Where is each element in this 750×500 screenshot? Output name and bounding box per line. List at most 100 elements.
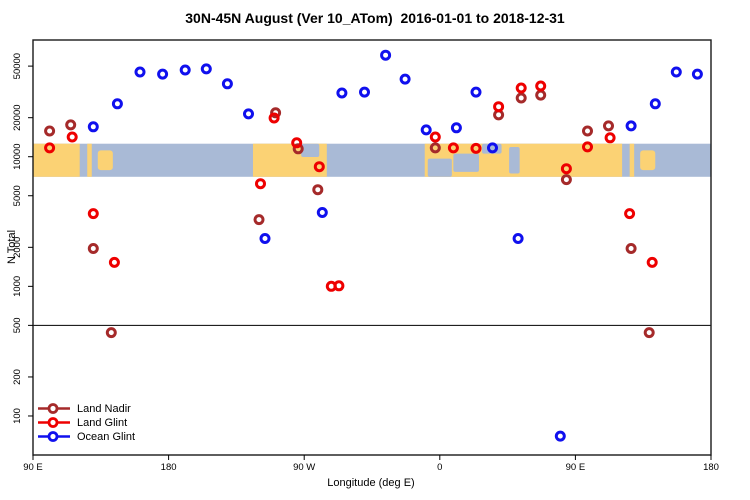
- chart-title: 30N-45N August (Ver 10_ATom) 2016-01-01 …: [185, 10, 565, 26]
- data-point: [624, 208, 636, 220]
- y-tick-label: 10000: [12, 144, 23, 170]
- y-tick-label: 20000: [12, 104, 23, 130]
- legend: Land Nadir Land Glint Ocean Glint: [37, 402, 135, 444]
- data-point: [450, 122, 462, 134]
- legend-label: Land Glint: [77, 416, 128, 429]
- map-land: [87, 143, 92, 177]
- data-point: [554, 430, 566, 442]
- series-land-glint: [44, 80, 658, 292]
- data-point: [292, 143, 304, 155]
- land-nadir-marker-icon: [38, 403, 70, 414]
- data-point: [515, 92, 527, 104]
- data-point: [582, 125, 593, 137]
- data-point: [420, 124, 432, 136]
- series-land-nadir: [44, 89, 655, 339]
- data-point: [157, 68, 169, 80]
- x-tick-label: 90 W: [293, 462, 315, 473]
- data-point: [604, 132, 616, 144]
- data-point: [333, 280, 345, 292]
- data-point: [316, 207, 328, 218]
- data-point: [66, 131, 78, 143]
- data-point: [87, 208, 99, 220]
- data-point: [313, 161, 325, 173]
- x-axis-title: Longitude (deg E): [327, 477, 415, 489]
- data-point: [646, 256, 658, 268]
- data-point: [487, 142, 498, 154]
- data-point: [259, 233, 271, 244]
- data-point: [179, 64, 191, 76]
- data-point: [560, 163, 572, 175]
- data-point: [291, 137, 303, 149]
- data-point: [670, 66, 682, 78]
- data-point: [336, 87, 348, 99]
- data-point: [560, 174, 572, 186]
- map-sea: [427, 158, 452, 177]
- x-tick-label: 180: [703, 462, 719, 473]
- data-point: [380, 49, 392, 61]
- data-point: [255, 178, 266, 190]
- data-point: [649, 98, 661, 110]
- data-point: [134, 66, 146, 78]
- map-island: [640, 150, 656, 171]
- legend-item-land-glint: Land Glint: [37, 416, 135, 429]
- x-tick-label: 0: [437, 462, 442, 473]
- data-point: [221, 78, 233, 90]
- data-point: [359, 86, 370, 98]
- land-glint-marker-icon: [38, 417, 70, 428]
- data-point: [243, 108, 254, 120]
- y-tick-label: 5000: [12, 185, 23, 206]
- data-point: [643, 327, 655, 339]
- data-point: [625, 120, 637, 132]
- data-point: [429, 142, 441, 154]
- data-point: [312, 184, 324, 196]
- data-point: [470, 86, 482, 98]
- ocean-glint-marker-icon: [38, 431, 70, 442]
- data-point: [399, 73, 411, 85]
- y-tick-label: 1000: [12, 276, 23, 297]
- legend-item-land-nadir: Land Nadir: [37, 402, 135, 415]
- legend-label: Ocean Glint: [77, 430, 136, 443]
- data-point: [535, 89, 547, 101]
- y-tick-label: 200: [12, 369, 23, 385]
- map-land: [629, 143, 635, 177]
- data-point: [111, 98, 123, 110]
- y-axis-title: N Total: [6, 229, 18, 265]
- map-sea: [509, 147, 520, 174]
- data-point: [105, 327, 117, 339]
- data-point: [493, 101, 505, 113]
- data-point: [447, 142, 459, 154]
- x-tick-label: 180: [161, 462, 177, 473]
- map-land: [33, 143, 80, 177]
- data-point: [603, 120, 614, 132]
- data-point: [625, 243, 637, 254]
- data-point: [429, 131, 441, 143]
- data-point: [253, 214, 265, 226]
- y-tick-label: 50000: [12, 53, 23, 79]
- x-tick-label: 90 E: [566, 462, 586, 473]
- series-ocean-glint: [87, 49, 703, 442]
- data-point: [268, 112, 280, 124]
- data-point: [200, 63, 212, 75]
- plot-border: [32, 39, 712, 456]
- data-point: [535, 80, 547, 92]
- map-sea: [453, 153, 479, 172]
- data-point: [515, 82, 527, 94]
- data-point: [512, 233, 524, 244]
- data-point: [65, 119, 77, 131]
- legend-label: Land Nadir: [77, 402, 131, 415]
- data-point: [691, 68, 703, 80]
- y-tick-label: 2000: [12, 237, 23, 258]
- data-point: [87, 243, 99, 254]
- data-point: [470, 142, 482, 154]
- data-point: [87, 121, 99, 133]
- y-tick-label: 100: [12, 408, 23, 424]
- x-tick-label: 90 E: [23, 462, 43, 473]
- data-point: [108, 256, 120, 268]
- data-point: [44, 125, 56, 137]
- data-point: [582, 141, 593, 153]
- map-island: [97, 150, 113, 171]
- data-point: [44, 142, 56, 154]
- legend-item-ocean-glint: Ocean Glint: [37, 430, 135, 443]
